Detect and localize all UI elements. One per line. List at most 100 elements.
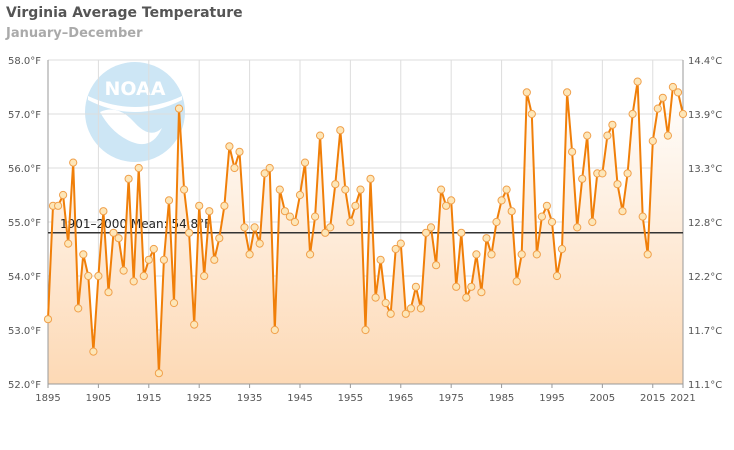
data-point[interactable]: [653, 104, 662, 113]
data-point[interactable]: [638, 212, 647, 221]
data-point[interactable]: [104, 288, 113, 297]
data-point[interactable]: [512, 277, 521, 286]
data-point[interactable]: [643, 250, 652, 259]
data-point[interactable]: [668, 82, 678, 92]
data-point[interactable]: [260, 169, 269, 178]
data-point[interactable]: [124, 174, 133, 183]
data-point[interactable]: [578, 174, 587, 183]
data-point[interactable]: [583, 131, 592, 140]
data-point[interactable]: [280, 207, 289, 216]
data-point[interactable]: [306, 250, 315, 259]
data-point[interactable]: [381, 298, 390, 308]
data-point[interactable]: [185, 228, 194, 237]
data-point[interactable]: [69, 158, 78, 167]
data-point[interactable]: [472, 250, 481, 259]
data-point[interactable]: [678, 109, 688, 119]
data-point[interactable]: [442, 201, 451, 210]
data-point[interactable]: [371, 293, 380, 302]
data-point[interactable]: [275, 185, 284, 194]
data-point[interactable]: [557, 244, 567, 254]
data-point[interactable]: [547, 217, 557, 227]
data-point[interactable]: [351, 201, 360, 210]
data-point[interactable]: [663, 131, 673, 140]
data-point[interactable]: [527, 109, 536, 119]
data-point[interactable]: [376, 255, 385, 264]
data-point[interactable]: [210, 255, 219, 264]
data-point[interactable]: [477, 288, 486, 297]
data-point[interactable]: [618, 207, 627, 216]
data-point[interactable]: [633, 77, 642, 86]
data-point[interactable]: [89, 347, 98, 356]
data-point[interactable]: [326, 223, 335, 232]
data-point[interactable]: [225, 142, 234, 151]
data-point[interactable]: [311, 212, 320, 221]
data-point[interactable]: [270, 325, 279, 335]
data-point[interactable]: [452, 282, 461, 291]
data-point[interactable]: [255, 239, 264, 248]
data-point[interactable]: [285, 212, 294, 221]
data-point[interactable]: [598, 169, 607, 178]
data-point[interactable]: [648, 136, 657, 146]
data-point[interactable]: [230, 163, 239, 173]
data-point[interactable]: [43, 315, 53, 324]
data-point[interactable]: [331, 180, 340, 189]
data-point[interactable]: [290, 217, 299, 227]
data-point[interactable]: [628, 109, 637, 119]
data-point[interactable]: [421, 228, 431, 237]
data-point[interactable]: [169, 298, 179, 308]
data-point[interactable]: [240, 223, 249, 232]
data-point[interactable]: [300, 158, 310, 167]
data-point[interactable]: [356, 185, 365, 194]
data-point[interactable]: [673, 88, 683, 97]
data-point[interactable]: [94, 271, 103, 281]
data-point[interactable]: [154, 369, 163, 378]
data-point[interactable]: [437, 185, 446, 194]
data-point[interactable]: [568, 147, 577, 156]
data-point[interactable]: [497, 196, 506, 205]
data-point[interactable]: [588, 217, 597, 227]
data-point[interactable]: [54, 201, 63, 210]
data-point[interactable]: [295, 190, 305, 200]
data-point[interactable]: [537, 212, 547, 221]
data-point[interactable]: [64, 239, 73, 248]
data-point[interactable]: [447, 196, 456, 205]
data-point[interactable]: [366, 174, 375, 183]
data-point[interactable]: [386, 309, 395, 318]
data-point[interactable]: [109, 228, 118, 237]
data-point[interactable]: [144, 255, 153, 264]
data-point[interactable]: [215, 234, 224, 243]
data-point[interactable]: [149, 244, 158, 254]
data-point[interactable]: [411, 282, 420, 291]
data-point[interactable]: [341, 185, 350, 194]
data-point[interactable]: [487, 250, 496, 259]
data-point[interactable]: [190, 320, 199, 329]
data-point[interactable]: [406, 304, 415, 313]
data-point[interactable]: [321, 228, 330, 237]
data-point[interactable]: [250, 223, 259, 232]
data-point[interactable]: [159, 255, 168, 264]
data-point[interactable]: [502, 185, 511, 194]
data-point[interactable]: [205, 207, 214, 216]
data-point[interactable]: [134, 163, 143, 173]
data-point[interactable]: [613, 180, 622, 189]
data-point[interactable]: [245, 250, 254, 259]
data-point[interactable]: [265, 163, 274, 173]
data-point[interactable]: [416, 304, 425, 313]
data-point[interactable]: [603, 131, 612, 140]
data-point[interactable]: [361, 325, 370, 335]
data-point[interactable]: [195, 201, 204, 210]
data-point[interactable]: [467, 282, 476, 291]
data-point[interactable]: [517, 250, 526, 259]
data-point[interactable]: [623, 169, 632, 178]
data-point[interactable]: [396, 239, 405, 248]
data-point[interactable]: [573, 223, 582, 232]
data-point[interactable]: [401, 309, 410, 318]
data-point[interactable]: [608, 120, 617, 129]
data-point[interactable]: [532, 250, 541, 259]
data-point[interactable]: [200, 271, 209, 281]
data-point[interactable]: [79, 250, 88, 259]
data-point[interactable]: [482, 234, 491, 243]
data-point[interactable]: [432, 261, 441, 270]
data-point[interactable]: [114, 234, 123, 243]
data-point[interactable]: [552, 271, 562, 281]
